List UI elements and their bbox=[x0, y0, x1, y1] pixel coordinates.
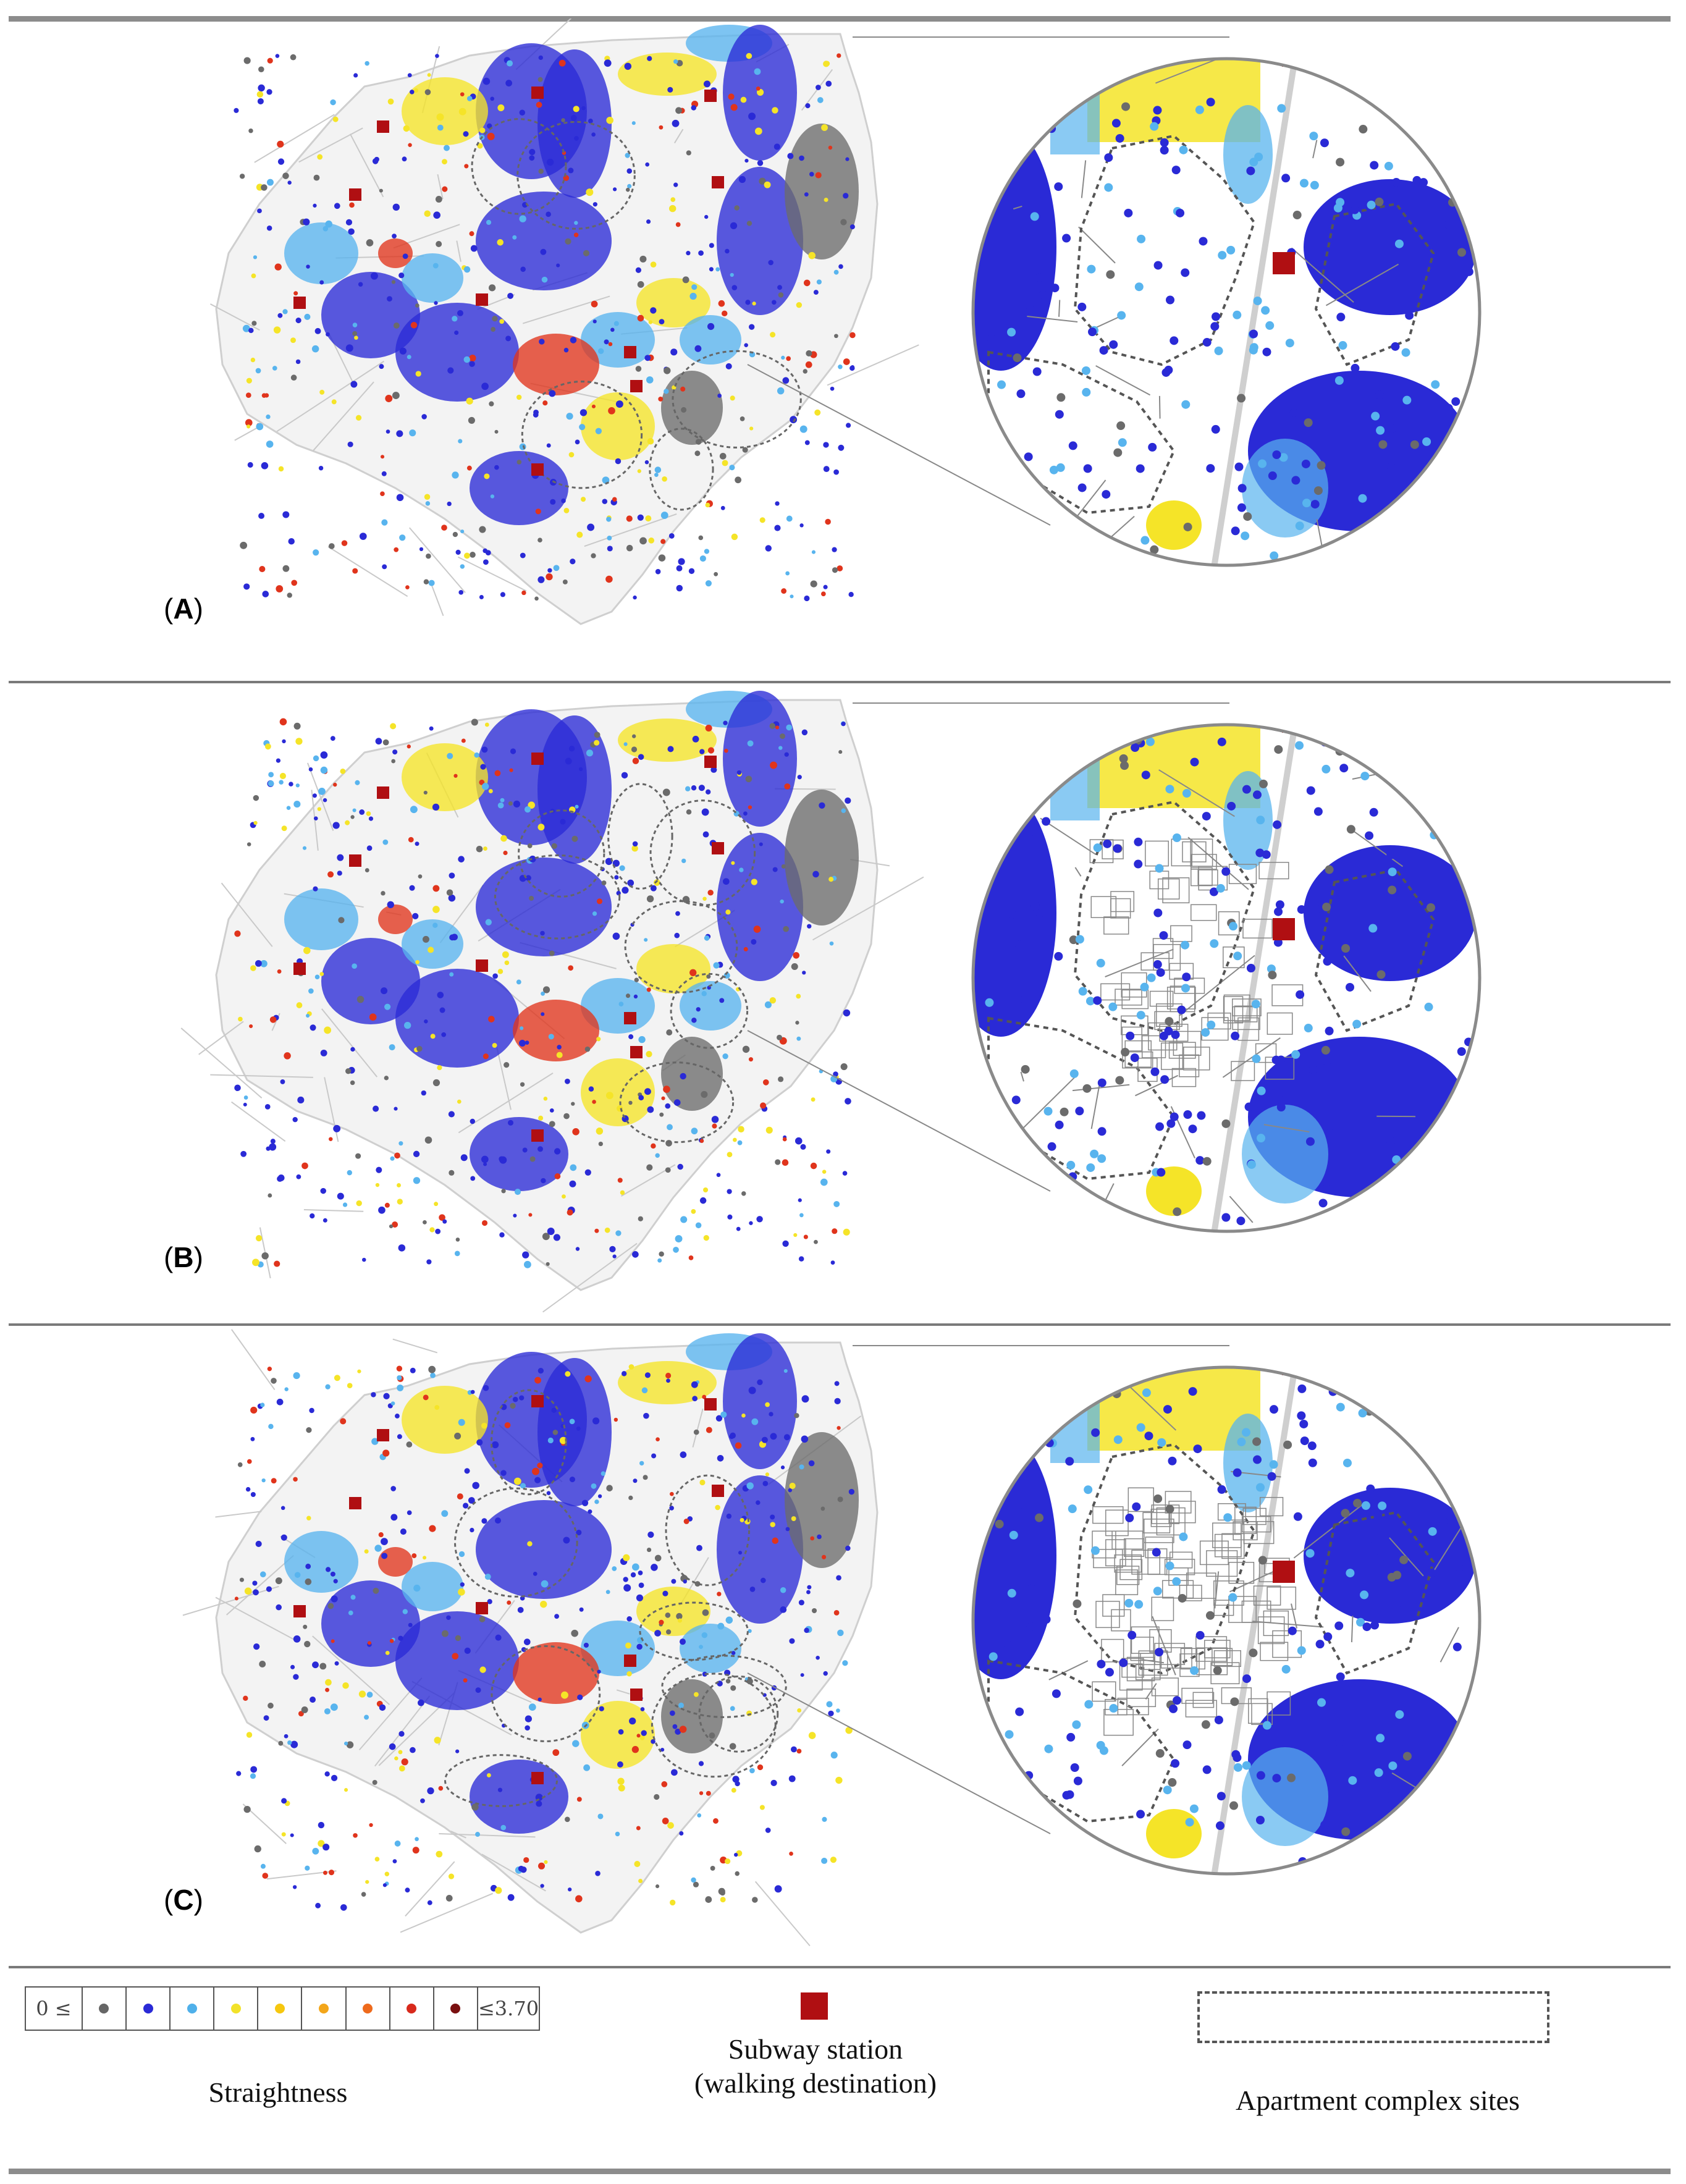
panel-label-a: (A) bbox=[164, 592, 203, 625]
divider-ab bbox=[9, 681, 1671, 683]
scale-swatch-darkred bbox=[434, 1988, 478, 2030]
panel-label-b: (B) bbox=[164, 1241, 203, 1273]
scale-swatch-orange bbox=[302, 1988, 347, 2030]
map-panel-b bbox=[180, 691, 1482, 1313]
map-panel-a bbox=[209, 19, 1482, 625]
scale-swatch-lightblue bbox=[171, 1988, 215, 2030]
divider-legend bbox=[9, 1966, 1671, 1968]
scale-swatch-darkorange bbox=[347, 1988, 390, 2030]
apartment-complex-symbol bbox=[1197, 1991, 1549, 2043]
scale-swatch-yellow bbox=[214, 1988, 259, 2030]
apartment-title: Apartment complex sites bbox=[1236, 2085, 1520, 2116]
panel-c: (C) bbox=[0, 1327, 1686, 1963]
straightness-scale: 0 ≤ ≤3.70 bbox=[25, 1986, 540, 2031]
bottom-rule bbox=[9, 2169, 1671, 2174]
scale-swatch-darkblue bbox=[127, 1988, 171, 2030]
scale-swatch-gold bbox=[258, 1988, 303, 2030]
panel-label-c: (C) bbox=[164, 1884, 203, 1916]
scale-swatch-red bbox=[390, 1988, 434, 2030]
scale-swatch-gray bbox=[83, 1988, 127, 2030]
legend: 0 ≤ ≤3.70 Straightness Subway station (w… bbox=[0, 1974, 1686, 2153]
scale-min-label: 0 ≤ bbox=[26, 1988, 83, 2030]
panel-b: (B) bbox=[0, 685, 1686, 1321]
divider-bc bbox=[9, 1323, 1671, 1326]
scale-max-label: ≤3.70 bbox=[478, 1997, 539, 2020]
subway-title-line2: (walking destination) bbox=[694, 2067, 937, 2099]
subway-title-line1: Subway station bbox=[728, 2033, 903, 2065]
straightness-title: Straightness bbox=[208, 2076, 348, 2108]
top-rule bbox=[9, 16, 1671, 22]
map-panel-c bbox=[182, 1329, 1482, 1947]
panel-a: (A) bbox=[0, 19, 1686, 680]
subway-station-symbol bbox=[801, 1992, 828, 2020]
